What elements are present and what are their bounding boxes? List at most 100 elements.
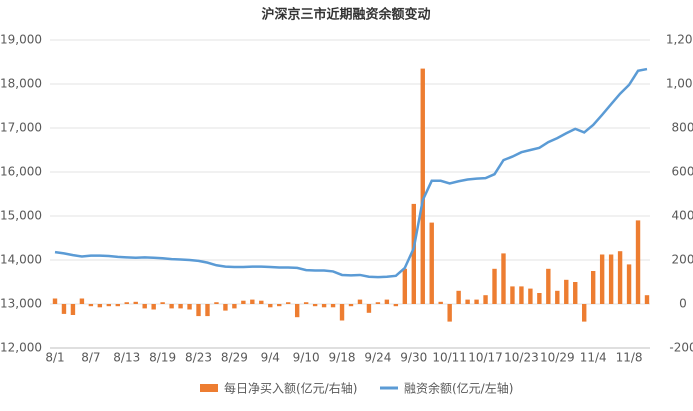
bar xyxy=(599,254,605,304)
x-tick-label: 10/11 xyxy=(432,351,467,365)
bar xyxy=(205,304,210,317)
chart-title: 沪深京三市近期融资余额变动 xyxy=(261,7,430,23)
bar xyxy=(573,282,578,304)
bar xyxy=(537,293,542,304)
bar xyxy=(411,203,416,304)
x-tick-label: 8/19 xyxy=(149,351,176,365)
bar xyxy=(178,304,183,309)
bar xyxy=(617,251,623,304)
bar xyxy=(160,302,165,304)
x-tick-label: 9/18 xyxy=(329,351,356,365)
bar xyxy=(286,302,291,304)
x-tick-label: 8/13 xyxy=(113,351,140,365)
y-tick-label: 15,000 xyxy=(0,209,42,223)
bar xyxy=(635,220,641,304)
x-tick-label: 8/23 xyxy=(185,351,212,365)
bar xyxy=(366,304,372,313)
bar xyxy=(330,304,336,308)
bar xyxy=(277,304,282,307)
x-tick-label: 8/7 xyxy=(81,351,100,365)
bar xyxy=(483,295,488,304)
y2-tick-label: 800 xyxy=(672,121,693,135)
y-tick-label: 16,000 xyxy=(0,165,42,179)
bar xyxy=(546,268,551,304)
bar xyxy=(303,302,309,304)
bar xyxy=(294,304,300,318)
y-tick-label: 14,000 xyxy=(0,253,42,267)
y-tick-label: 19,000 xyxy=(0,33,42,47)
bar xyxy=(133,301,138,304)
x-tick-label: 9/4 xyxy=(261,351,280,365)
bar xyxy=(626,264,632,304)
bar xyxy=(465,299,470,304)
bar xyxy=(429,222,434,304)
bar xyxy=(142,304,147,309)
x-tick-label: 8/29 xyxy=(221,351,248,365)
bar xyxy=(510,286,515,304)
legend-label: 融资余额(亿元/左轴) xyxy=(404,381,513,396)
y2-tick-label: 1,200 xyxy=(666,33,693,47)
x-tick-label: 9/24 xyxy=(364,351,391,365)
x-tick-label: 8/1 xyxy=(45,351,64,365)
bar xyxy=(115,304,120,307)
bar xyxy=(88,304,94,307)
bar xyxy=(259,300,264,304)
x-tick-label: 10/23 xyxy=(504,351,539,365)
bar xyxy=(151,304,156,310)
x-tick-label: 9/10 xyxy=(293,351,320,365)
x-tick-label: 10/17 xyxy=(468,351,503,365)
bar xyxy=(420,68,425,304)
y2-tick-label: 400 xyxy=(672,209,693,223)
x-tick-label: 10/29 xyxy=(540,351,575,365)
y-tick-label: 12,000 xyxy=(0,341,42,355)
y2-tick-label: 0 xyxy=(679,297,687,311)
bar xyxy=(232,304,237,309)
bar xyxy=(564,279,569,304)
bar xyxy=(196,304,201,317)
bar xyxy=(590,271,596,304)
line xyxy=(54,67,648,279)
bar xyxy=(519,286,524,304)
bar xyxy=(492,268,497,304)
bar xyxy=(214,302,219,304)
bar xyxy=(402,268,408,304)
bar xyxy=(348,304,354,307)
bar xyxy=(438,301,443,304)
bar xyxy=(241,300,246,304)
bar xyxy=(447,304,452,322)
bar xyxy=(357,299,363,304)
bar xyxy=(555,290,560,304)
y-tick-label: 13,000 xyxy=(0,297,42,311)
y2-tick-label: 200 xyxy=(672,253,693,267)
bar xyxy=(223,304,228,311)
bar xyxy=(124,302,129,304)
bar xyxy=(250,299,255,304)
bar xyxy=(375,302,381,304)
bar xyxy=(528,288,533,304)
bar xyxy=(106,304,112,307)
y2-tick-label: 1,000 xyxy=(666,77,693,91)
bar xyxy=(456,290,461,304)
bar xyxy=(644,295,650,304)
bar xyxy=(97,304,103,308)
bar xyxy=(79,298,85,304)
y-tick-label: 17,000 xyxy=(0,121,42,135)
bar xyxy=(608,254,614,304)
y2-tick-label: -200 xyxy=(669,341,693,355)
bar xyxy=(169,304,174,309)
x-tick-label: 9/30 xyxy=(400,351,427,365)
bar xyxy=(268,304,273,308)
bar xyxy=(393,304,399,307)
bar xyxy=(384,299,390,304)
bar xyxy=(474,299,479,304)
bar xyxy=(52,298,58,304)
bar xyxy=(582,304,587,322)
x-tick-label: 11/8 xyxy=(616,351,643,365)
bar xyxy=(70,304,76,315)
bar xyxy=(501,253,506,304)
bar xyxy=(312,304,318,307)
y2-tick-label: 600 xyxy=(672,165,693,179)
legend-label: 每日净买入额(亿元/右轴) xyxy=(224,381,357,396)
bar xyxy=(61,304,67,314)
